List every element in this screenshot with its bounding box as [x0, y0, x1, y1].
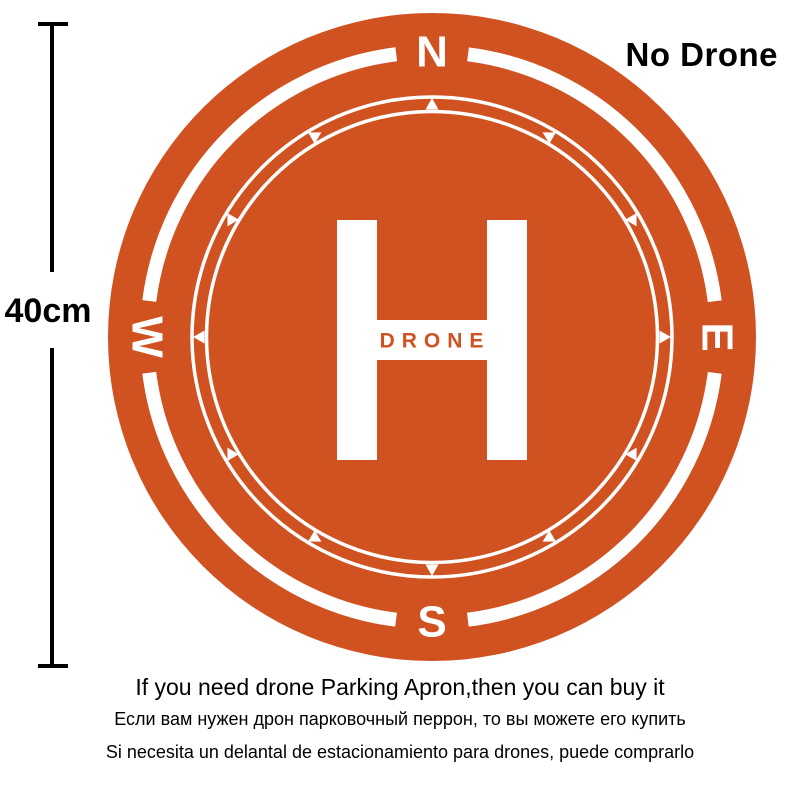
helipad-h-mark: DRONE [337, 220, 527, 460]
caption-english: If you need drone Parking Apron,then you… [135, 674, 665, 700]
h-left-bar [337, 220, 377, 460]
compass-tick-icon [193, 330, 205, 344]
helipad-word: DRONE [380, 330, 491, 353]
compass-tick-icon [425, 564, 439, 576]
h-right-bar [487, 220, 527, 460]
dimension-cap-top-icon [38, 22, 68, 26]
dimension-label: 40cm [4, 292, 92, 330]
compass-tick-icon [659, 330, 671, 344]
caption-russian: Если вам нужен дрон парковочный перрон, … [114, 709, 686, 729]
compass-tick-icon [625, 447, 637, 461]
compass-letter-north: N [416, 28, 448, 77]
compass-tick-icon [308, 132, 322, 144]
dimension-cap-bottom-icon [38, 664, 68, 668]
inner-ring-inner [204, 109, 660, 565]
compass-letter-south: S [417, 598, 446, 647]
compass-ticks [193, 98, 671, 576]
compass-letter-east: E [693, 322, 742, 351]
compass-tick-icon [308, 530, 322, 542]
dimension-segment-upper [50, 26, 54, 272]
compass-tick-icon [425, 98, 439, 110]
h-cross-bar [377, 320, 487, 360]
compass-letter-west: W [123, 316, 172, 358]
compass-tick-icon [542, 530, 556, 542]
compass-tick-icon [625, 213, 637, 227]
no-drone-label: No Drone [625, 36, 778, 73]
compass-tick-icon [542, 132, 556, 144]
caption-spanish: Si necesita un delantal de estacionamien… [105, 742, 695, 762]
compass-tick-icon [227, 447, 239, 461]
inner-ring-outer [190, 95, 674, 579]
compass-tick-icon [227, 213, 239, 227]
dimension-segment-lower [50, 348, 54, 664]
